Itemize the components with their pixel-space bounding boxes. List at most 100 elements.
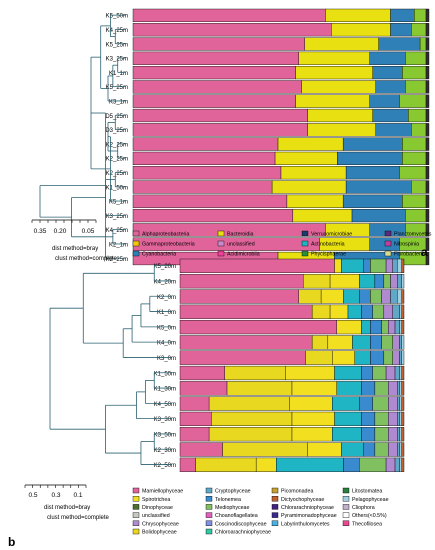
- bar-segment: [370, 335, 382, 350]
- bar-segment: [179, 427, 210, 442]
- legend-label: Chlorarachniophyceae: [281, 505, 334, 511]
- bar-segment: [372, 365, 387, 381]
- bar-segment: [399, 457, 402, 472]
- legend-swatch: [132, 504, 140, 510]
- bar-segment: [334, 411, 362, 427]
- legend-label: Planctomycetes: [394, 232, 432, 238]
- bar-segment: [372, 108, 409, 123]
- bar-segment: [342, 137, 403, 151]
- bar-segment: [399, 442, 402, 457]
- sample-label: K4_20m: [154, 279, 176, 285]
- bar-segment: [307, 108, 373, 123]
- bar-segment: [132, 37, 305, 51]
- legend-swatch: [132, 520, 140, 526]
- legend-label: Spirotrichea: [142, 497, 170, 503]
- sample-label: K2_25m: [106, 157, 128, 163]
- bar-segment: [375, 123, 412, 137]
- bar-segment: [399, 166, 427, 180]
- bar-segment: [285, 365, 335, 381]
- bar-segment: [392, 335, 400, 350]
- bar-segment: [370, 289, 382, 304]
- bar-segment: [208, 427, 293, 442]
- bar-segment: [132, 51, 299, 65]
- sample-label: K2_30m: [154, 448, 176, 454]
- legend-swatch: [271, 520, 279, 526]
- bar-segment: [274, 151, 338, 166]
- sample-label: K4_50m: [154, 402, 176, 408]
- bar-segment: [179, 457, 196, 472]
- bar-segment: [307, 123, 376, 137]
- bar-segment: [401, 350, 405, 365]
- bar-segment: [399, 365, 402, 381]
- bar-segment: [425, 180, 430, 194]
- bar-segment: [179, 396, 210, 411]
- sample-label: K4_25m: [106, 228, 128, 234]
- bar-segment: [343, 457, 360, 472]
- bar-segment: [291, 411, 335, 427]
- sample-label: K3_0m: [157, 356, 176, 362]
- bar-segment: [385, 258, 393, 274]
- legend-label: unclassified: [227, 242, 255, 248]
- sample-label: K3_50m: [154, 432, 176, 438]
- bar-segment: [361, 320, 371, 335]
- sample-label: K2_25m: [106, 142, 128, 148]
- sample-label: D3_25m: [105, 128, 128, 134]
- bar-segment: [361, 304, 373, 319]
- bar-segment: [390, 289, 398, 304]
- bar-segment: [361, 427, 376, 442]
- panel-label: a: [421, 245, 428, 259]
- bar-segment: [405, 208, 427, 223]
- bar-segment: [401, 427, 405, 442]
- bar-segment: [132, 23, 332, 37]
- bar-segment: [425, 94, 430, 108]
- bar-segment: [369, 94, 400, 108]
- bar-segment: [303, 274, 331, 289]
- bar-segment: [401, 289, 405, 304]
- sample-label: K2_1m: [109, 242, 128, 248]
- legend-swatch: [205, 496, 213, 502]
- legend-label: Pyramimonadophyceae: [281, 513, 337, 519]
- sample-label: K5_0m: [157, 325, 176, 331]
- legend-swatch: [384, 230, 392, 237]
- bar-segment: [320, 289, 344, 304]
- sample-label: K3_25m: [106, 214, 128, 220]
- bar-segment: [401, 274, 405, 289]
- legend-label: Labyrinthulomycetes: [281, 521, 330, 527]
- legend-label: Cryptophyceae: [215, 489, 251, 495]
- bar-segment: [425, 51, 430, 65]
- sample-label: K1_30m: [154, 387, 176, 393]
- bar-segment: [336, 381, 362, 396]
- bar-segment: [374, 442, 389, 457]
- bar-segment: [397, 396, 400, 411]
- dist-method-label: dist method=bray: [44, 505, 90, 511]
- sample-label: K1_1m: [109, 71, 128, 77]
- bar-segment: [298, 289, 322, 304]
- legend-swatch: [271, 512, 279, 518]
- bar-segment: [208, 396, 290, 411]
- bar-segment: [363, 442, 376, 457]
- bar-segment: [347, 304, 362, 319]
- bar-segment: [401, 258, 405, 274]
- bar-segment: [397, 381, 400, 396]
- legend-swatch: [205, 512, 213, 518]
- legend-label: Nitrospinia: [394, 242, 419, 248]
- bar-segment: [276, 457, 344, 472]
- sample-label: K4_25m: [106, 28, 128, 34]
- legend-label: Actinobacteria: [311, 242, 345, 248]
- bar-segment: [401, 411, 405, 427]
- bar-segment: [354, 350, 371, 365]
- bar-segment: [401, 365, 405, 381]
- bar-segment: [132, 94, 297, 108]
- bar-segment: [392, 304, 400, 319]
- bar-segment: [255, 457, 277, 472]
- bar-segment: [345, 166, 400, 180]
- bar-segment: [179, 411, 212, 427]
- bar-segment: [292, 208, 353, 223]
- bar-segment: [291, 427, 333, 442]
- sample-label: K2_50m: [154, 463, 176, 469]
- legend-label: Chloroarachniophyceae: [215, 530, 271, 536]
- bar-segment: [345, 180, 412, 194]
- sample-label: K3_1m: [109, 99, 128, 105]
- bar-segment: [298, 51, 371, 65]
